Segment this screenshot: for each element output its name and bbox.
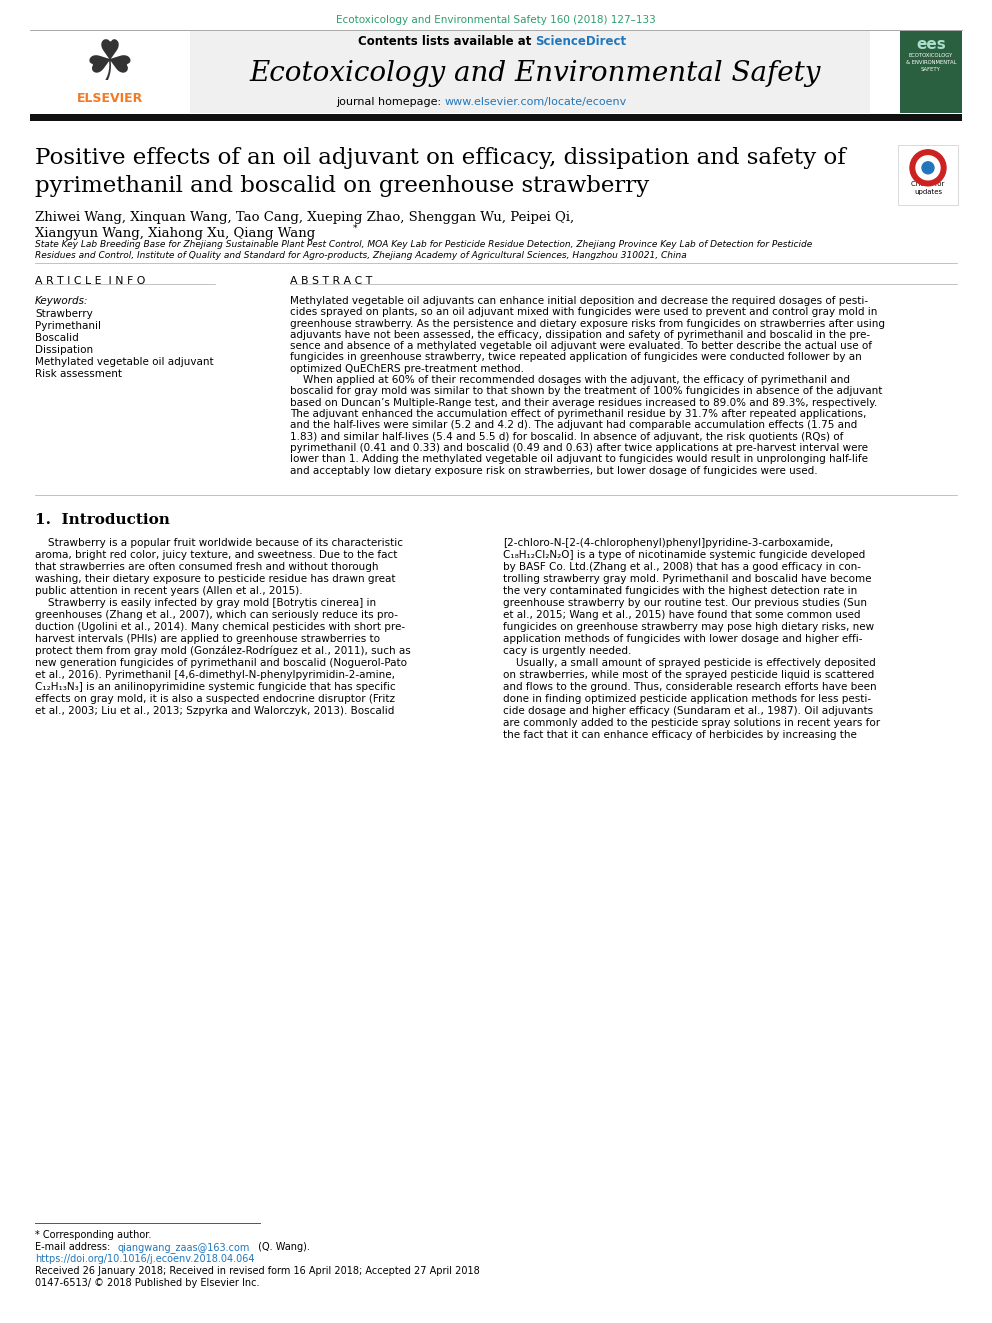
Text: Risk assessment: Risk assessment — [35, 369, 122, 378]
Text: protect them from gray mold (González-Rodríguez et al., 2011), such as: protect them from gray mold (González-Ro… — [35, 646, 411, 656]
Text: cacy is urgently needed.: cacy is urgently needed. — [503, 646, 631, 656]
Text: are commonly added to the pesticide spray solutions in recent years for: are commonly added to the pesticide spra… — [503, 718, 880, 728]
Text: Ecotoxicology and Environmental Safety 160 (2018) 127–133: Ecotoxicology and Environmental Safety 1… — [336, 15, 656, 25]
Text: Strawberry is a popular fruit worldwide because of its characteristic: Strawberry is a popular fruit worldwide … — [35, 538, 403, 548]
Text: The adjuvant enhanced the accumulation effect of pyrimethanil residue by 31.7% a: The adjuvant enhanced the accumulation e… — [290, 409, 866, 419]
Text: ☘: ☘ — [85, 38, 135, 93]
Text: A R T I C L E  I N F O: A R T I C L E I N F O — [35, 277, 146, 286]
Text: Positive effects of an oil adjuvant on efficacy, dissipation and safety of: Positive effects of an oil adjuvant on e… — [35, 147, 846, 169]
Text: et al., 2016). Pyrimethanil [4,6-dimethyl-N-phenylpyrimidin-2-amine,: et al., 2016). Pyrimethanil [4,6-dimethy… — [35, 669, 395, 680]
Text: public attention in recent years (Allen et al., 2015).: public attention in recent years (Allen … — [35, 586, 303, 595]
Text: https://doi.org/10.1016/j.ecoenv.2018.04.064: https://doi.org/10.1016/j.ecoenv.2018.04… — [35, 1254, 255, 1263]
Text: Contents lists available at: Contents lists available at — [357, 34, 535, 48]
Text: adjuvants have not been assessed, the efficacy, dissipation and safety of pyrime: adjuvants have not been assessed, the ef… — [290, 329, 870, 340]
Text: Zhiwei Wang, Xinquan Wang, Tao Cang, Xueping Zhao, Shenggan Wu, Peipei Qi,: Zhiwei Wang, Xinquan Wang, Tao Cang, Xue… — [35, 210, 574, 224]
Bar — [30, 30, 190, 112]
Text: ScienceDirect: ScienceDirect — [535, 34, 626, 48]
Circle shape — [916, 156, 940, 180]
Text: and flows to the ground. Thus, considerable research efforts have been: and flows to the ground. Thus, considera… — [503, 681, 877, 692]
Text: based on Duncan’s Multiple-Range test, and their average residues increased to 8: based on Duncan’s Multiple-Range test, a… — [290, 398, 877, 407]
Text: Strawberry: Strawberry — [35, 310, 92, 319]
Text: optimized QuEChERS pre-treatment method.: optimized QuEChERS pre-treatment method. — [290, 364, 524, 374]
Bar — [900, 30, 962, 112]
Circle shape — [910, 149, 946, 185]
Text: E-mail address:: E-mail address: — [35, 1242, 113, 1252]
Text: washing, their dietary exposure to pesticide residue has drawn great: washing, their dietary exposure to pesti… — [35, 574, 396, 583]
Text: and the half-lives were similar (5.2 and 4.2 d). The adjuvant had comparable acc: and the half-lives were similar (5.2 and… — [290, 421, 857, 430]
Text: ELSEVIER: ELSEVIER — [76, 93, 143, 105]
Text: boscalid for gray mold was similar to that shown by the treatment of 100% fungic: boscalid for gray mold was similar to th… — [290, 386, 882, 397]
Text: 1.83) and similar half-lives (5.4 and 5.5 d) for boscalid. In absence of adjuvan: 1.83) and similar half-lives (5.4 and 5.… — [290, 431, 843, 442]
Bar — [30, 114, 962, 120]
Text: C₁₈H₁₂Cl₂N₂O] is a type of nicotinamide systemic fungicide developed: C₁₈H₁₂Cl₂N₂O] is a type of nicotinamide … — [503, 550, 865, 560]
Text: new generation fungicides of pyrimethanil and boscalid (Noguerol-Pato: new generation fungicides of pyrimethani… — [35, 658, 407, 668]
Text: Strawberry is easily infected by gray mold [Botrytis cinerea] in: Strawberry is easily infected by gray mo… — [35, 598, 376, 609]
Text: 1.  Introduction: 1. Introduction — [35, 513, 170, 527]
Text: that strawberries are often consumed fresh and without thorough: that strawberries are often consumed fre… — [35, 562, 379, 572]
Bar — [898, 146, 958, 205]
Text: *: * — [353, 224, 357, 233]
Text: application methods of fungicides with lower dosage and higher effi-: application methods of fungicides with l… — [503, 634, 862, 644]
Text: C₁₂H₁₃N₃] is an anilinopyrimidine systemic fungicide that has specific: C₁₂H₁₃N₃] is an anilinopyrimidine system… — [35, 681, 396, 692]
Text: fungicides on greenhouse strawberry may pose high dietary risks, new: fungicides on greenhouse strawberry may … — [503, 622, 874, 632]
Text: cide dosage and higher efficacy (Sundaram et al., 1987). Oil adjuvants: cide dosage and higher efficacy (Sundara… — [503, 706, 873, 716]
Text: [2-chloro-N-[2-(4-chlorophenyl)phenyl]pyridine-3-carboxamide,: [2-chloro-N-[2-(4-chlorophenyl)phenyl]py… — [503, 538, 833, 548]
Text: Dissipation: Dissipation — [35, 345, 93, 355]
Text: lower than 1. Adding the methylated vegetable oil adjuvant to fungicides would r: lower than 1. Adding the methylated vege… — [290, 454, 868, 464]
Text: pyrimethanil and boscalid on greenhouse strawberry: pyrimethanil and boscalid on greenhouse … — [35, 175, 649, 197]
Text: harvest intervals (PHIs) are applied to greenhouse strawberries to: harvest intervals (PHIs) are applied to … — [35, 634, 380, 644]
Circle shape — [922, 161, 934, 173]
Text: on strawberries, while most of the sprayed pesticide liquid is scattered: on strawberries, while most of the spray… — [503, 669, 874, 680]
Text: by BASF Co. Ltd.(Zhang et al., 2008) that has a good efficacy in con-: by BASF Co. Ltd.(Zhang et al., 2008) tha… — [503, 562, 861, 572]
Text: qiangwang_zaas@163.com: qiangwang_zaas@163.com — [118, 1242, 250, 1253]
Text: the very contaminated fungicides with the highest detection rate in: the very contaminated fungicides with th… — [503, 586, 857, 595]
Text: Keywords:: Keywords: — [35, 296, 88, 306]
Text: duction (Ugolini et al., 2014). Many chemical pesticides with short pre-: duction (Ugolini et al., 2014). Many che… — [35, 622, 405, 632]
Text: ees: ees — [917, 37, 946, 52]
Text: (Q. Wang).: (Q. Wang). — [255, 1242, 310, 1252]
Text: greenhouse strawberry by our routine test. Our previous studies (Sun: greenhouse strawberry by our routine tes… — [503, 598, 867, 609]
Text: 0147-6513/ © 2018 Published by Elsevier Inc.: 0147-6513/ © 2018 Published by Elsevier … — [35, 1278, 260, 1289]
Text: Ecotoxicology and Environmental Safety: Ecotoxicology and Environmental Safety — [249, 60, 820, 87]
Text: SAFETY: SAFETY — [921, 67, 941, 71]
Text: et al., 2003; Liu et al., 2013; Szpyrka and Walorczyk, 2013). Boscalid: et al., 2003; Liu et al., 2013; Szpyrka … — [35, 706, 395, 716]
Text: Received 26 January 2018; Received in revised form 16 April 2018; Accepted 27 Ap: Received 26 January 2018; Received in re… — [35, 1266, 480, 1275]
Text: Methylated vegetable oil adjuvant: Methylated vegetable oil adjuvant — [35, 357, 213, 366]
Text: fungicides in greenhouse strawberry, twice repeated application of fungicides we: fungicides in greenhouse strawberry, twi… — [290, 352, 862, 363]
Text: sence and absence of a methylated vegetable oil adjuvant were evaluated. To bett: sence and absence of a methylated vegeta… — [290, 341, 872, 351]
Bar — [30, 30, 870, 112]
Text: greenhouse strawberry. As the persistence and dietary exposure risks from fungic: greenhouse strawberry. As the persistenc… — [290, 319, 885, 328]
Text: pyrimethanil (0.41 and 0.33) and boscalid (0.49 and 0.63) after twice applicatio: pyrimethanil (0.41 and 0.33) and boscali… — [290, 443, 868, 452]
Text: ECOTOXICOLOGY: ECOTOXICOLOGY — [909, 53, 953, 58]
Text: Pyrimethanil: Pyrimethanil — [35, 321, 101, 331]
Text: trolling strawberry gray mold. Pyrimethanil and boscalid have become: trolling strawberry gray mold. Pyrimetha… — [503, 574, 872, 583]
Text: cides sprayed on plants, so an oil adjuvant mixed with fungicides were used to p: cides sprayed on plants, so an oil adjuv… — [290, 307, 877, 318]
Text: State Key Lab Breeding Base for Zhejiang Sustainable Plant Pest Control, MOA Key: State Key Lab Breeding Base for Zhejiang… — [35, 239, 812, 249]
Text: When applied at 60% of their recommended dosages with the adjuvant, the efficacy: When applied at 60% of their recommended… — [290, 376, 850, 385]
Text: et al., 2015; Wang et al., 2015) have found that some common used: et al., 2015; Wang et al., 2015) have fo… — [503, 610, 860, 620]
Text: Boscalid: Boscalid — [35, 333, 78, 343]
Text: done in finding optimized pesticide application methods for less pesti-: done in finding optimized pesticide appl… — [503, 695, 871, 704]
Text: aroma, bright red color, juicy texture, and sweetness. Due to the fact: aroma, bright red color, juicy texture, … — [35, 550, 398, 560]
Text: and acceptably low dietary exposure risk on strawberries, but lower dosage of fu: and acceptably low dietary exposure risk… — [290, 466, 817, 475]
Text: Xiangyun Wang, Xiahong Xu, Qiang Wang: Xiangyun Wang, Xiahong Xu, Qiang Wang — [35, 228, 315, 239]
Text: greenhouses (Zhang et al., 2007), which can seriously reduce its pro-: greenhouses (Zhang et al., 2007), which … — [35, 610, 398, 620]
Text: & ENVIRONMENTAL: & ENVIRONMENTAL — [906, 60, 956, 65]
Text: effects on gray mold, it is also a suspected endocrine disruptor (Fritz: effects on gray mold, it is also a suspe… — [35, 695, 395, 704]
Text: www.elsevier.com/locate/ecoenv: www.elsevier.com/locate/ecoenv — [445, 97, 627, 107]
Text: Methylated vegetable oil adjuvants can enhance initial deposition and decrease t: Methylated vegetable oil adjuvants can e… — [290, 296, 868, 306]
Text: Residues and Control, Institute of Quality and Standard for Agro-products, Zheji: Residues and Control, Institute of Quali… — [35, 251, 686, 261]
Text: journal homepage:: journal homepage: — [336, 97, 445, 107]
Text: * Corresponding author.: * Corresponding author. — [35, 1230, 152, 1240]
Text: Usually, a small amount of sprayed pesticide is effectively deposited: Usually, a small amount of sprayed pesti… — [503, 658, 876, 668]
Text: A B S T R A C T: A B S T R A C T — [290, 277, 372, 286]
Text: Check for
updates: Check for updates — [912, 181, 944, 194]
Text: the fact that it can enhance efficacy of herbicides by increasing the: the fact that it can enhance efficacy of… — [503, 730, 857, 740]
